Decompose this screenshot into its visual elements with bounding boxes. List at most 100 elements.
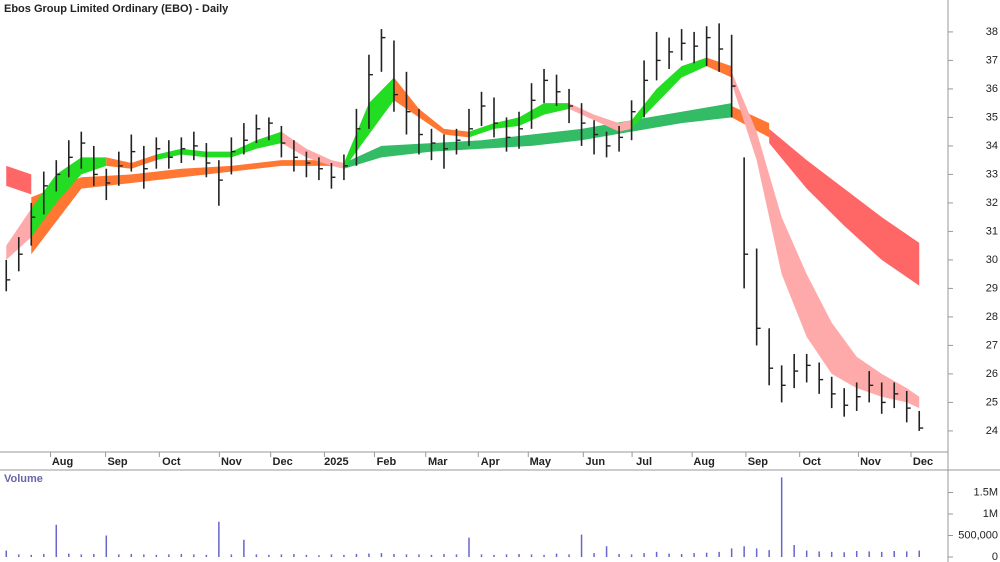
volume-bar: [393, 553, 395, 557]
volume-bar: [693, 553, 695, 557]
ribbon: [569, 103, 632, 132]
volume-bar: [868, 551, 870, 557]
volume-bar: [605, 546, 608, 557]
x-tick-label: Sep: [107, 456, 127, 468]
y-tick-label: 26: [986, 368, 998, 380]
y-tick-label: 1M: [983, 508, 998, 520]
volume-bar: [568, 554, 570, 557]
ribbon: [631, 57, 707, 129]
y-tick-label: 32: [986, 197, 998, 209]
volume-bar: [168, 554, 170, 557]
x-tick-label: Feb: [377, 456, 397, 468]
volume-bar: [380, 553, 383, 557]
volume-bar: [93, 553, 95, 557]
volume-bar: [105, 535, 108, 557]
volume-bar: [905, 551, 908, 557]
y-tick-label: 37: [986, 54, 998, 66]
volume-bar: [155, 554, 158, 557]
ribbon: [281, 131, 344, 169]
volume-bar: [518, 553, 520, 557]
y-tick-label: 24: [986, 425, 998, 437]
y-tick-label: 30: [986, 254, 998, 266]
y-tick-label: 500,000: [958, 529, 998, 541]
x-tick-label: Oct: [803, 456, 822, 468]
volume-bar: [43, 553, 45, 557]
volume-bar: [730, 548, 733, 557]
volume-bar: [330, 554, 333, 557]
volume-bar: [455, 554, 458, 557]
x-tick-label: Jun: [586, 456, 606, 468]
volume-bar: [830, 551, 833, 557]
y-tick-label: 27: [986, 339, 998, 351]
volume-bar: [293, 553, 295, 557]
y-tick-label: 33: [986, 168, 998, 180]
volume-bar: [218, 521, 220, 557]
volume-bar: [655, 551, 658, 557]
ribbon: [343, 103, 732, 169]
volume-bar: [193, 554, 195, 557]
volume-bar: [643, 553, 645, 557]
volume-bar: [443, 553, 445, 557]
ribbon: [393, 77, 469, 138]
volume-bar: [343, 554, 345, 557]
y-tick-label: 35: [986, 111, 998, 123]
x-tick-label: Aug: [693, 456, 714, 468]
volume-bar: [230, 554, 233, 557]
x-tick-label: Apr: [481, 456, 501, 468]
volume-bar: [818, 551, 820, 557]
volume-bar: [505, 554, 508, 557]
volume-bar: [843, 552, 845, 557]
volume-bar: [143, 554, 145, 557]
x-tick-label: Nov: [221, 456, 243, 468]
volume-bar: [493, 554, 495, 557]
volume-bar: [355, 553, 358, 557]
x-tick-label: Sep: [748, 456, 768, 468]
volume-bar: [555, 553, 558, 557]
volume-bar: [580, 534, 583, 557]
y-tick-label: 29: [986, 282, 998, 294]
volume-bar: [255, 554, 258, 557]
volume-bar: [130, 553, 133, 557]
volume-bar: [430, 554, 433, 557]
volume-bar: [480, 554, 483, 557]
volume-bar: [743, 546, 745, 557]
volume-bar: [280, 554, 283, 557]
volume-bar: [880, 551, 883, 557]
volume-bar: [205, 554, 208, 557]
volume-bar: [793, 544, 795, 557]
volume-bar: [368, 553, 370, 557]
volume-bar: [705, 552, 708, 557]
y-tick-label: 0: [992, 551, 998, 562]
volume-bar: [80, 554, 83, 557]
volume-bar: [593, 553, 595, 557]
y-tick-label: 25: [986, 396, 998, 408]
volume-bar: [118, 554, 120, 557]
volume-bar: [893, 550, 895, 557]
volume-bar: [318, 555, 320, 557]
chart-title: Ebos Group Limited Ordinary (EBO) - Dail…: [4, 3, 229, 15]
x-tick-label: May: [530, 456, 552, 468]
volume-bar: [243, 539, 245, 557]
volume-bar: [305, 554, 308, 557]
x-tick-label: Nov: [860, 456, 882, 468]
x-tick-label: 2025: [324, 456, 348, 468]
volume-bar: [68, 553, 70, 557]
ribbon: [6, 165, 32, 195]
ribbon: [156, 131, 282, 161]
volume-bar: [543, 554, 545, 557]
volume-bar: [680, 553, 683, 557]
y-tick-label: 34: [986, 140, 998, 152]
volume-bar: [405, 554, 408, 557]
y-tick-label: 1.5M: [974, 486, 998, 498]
volume-bar: [718, 551, 720, 557]
volume-bar: [5, 550, 8, 557]
volume-bar: [630, 554, 633, 557]
volume-bar: [618, 553, 620, 557]
volume-bar: [780, 477, 783, 557]
volume-bar: [668, 553, 670, 557]
volume-bar: [55, 524, 58, 557]
y-tick-label: 38: [986, 26, 998, 38]
volume-bar: [18, 554, 20, 557]
